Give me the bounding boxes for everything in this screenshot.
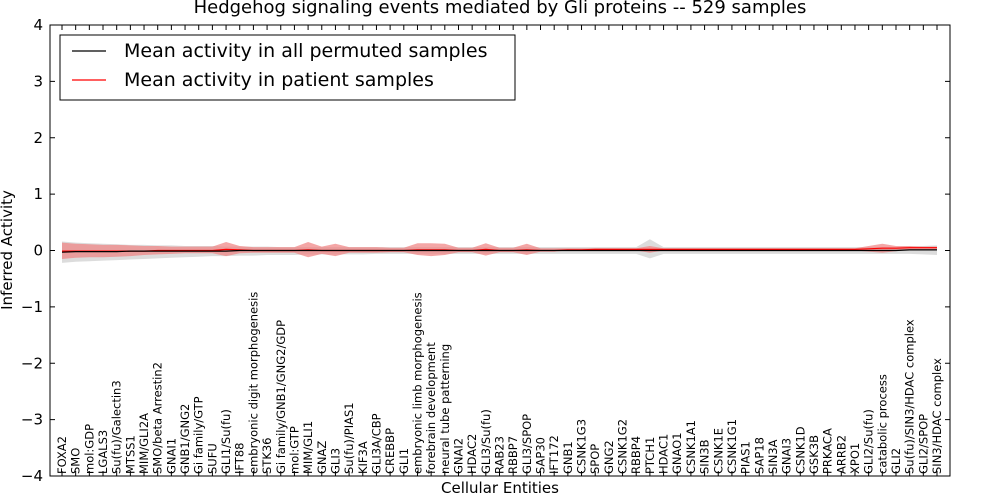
x-category-label: FOXA2 [55,436,69,474]
x-category-label: Gi family/GNB1/GNG2/GDP [274,320,288,474]
x-category-label: forebrain development [424,342,438,474]
x-category-label: SIN3/HDAC complex [930,358,944,474]
legend-label-permuted: Mean activity in all permuted samples [124,40,487,62]
plot-area [61,239,937,263]
x-category-label: CSNK1A1 [684,420,698,474]
x-category-label: RAB23 [493,436,507,474]
chart-title: Hedgehog signaling events mediated by Gl… [194,0,807,18]
x-category-label: GNAI1 [164,438,178,474]
y-tick-label: 3 [33,72,43,90]
legend: Mean activity in all permuted samples Me… [59,34,516,101]
x-category-label: embryonic limb morphogenesis [411,292,425,474]
x-category-label: XPO1 [848,443,862,474]
x-category-label: ARRB2 [834,435,848,474]
x-category-label: PTCH1 [643,437,657,474]
y-axis: 4 3 2 1 0 −1 −2 −3 −4 [21,16,950,485]
x-category-label: IFT172 [547,435,561,474]
x-category-label: HDAC1 [657,434,671,474]
x-category-label: embryonic digit morphogenesis [246,292,260,474]
x-category-label: IFT88 [233,443,247,474]
x-category-label: GLI3/SPOP [520,414,534,474]
x-category-label: CSNK1G3 [575,419,589,474]
x-axis: FOXA2 SMO mol:GDP LGALS3 Su(fu)/Galectin3 MTS… [55,25,944,476]
x-category-label: RBBP7 [506,436,520,474]
x-category-label: CSNK1G2 [616,419,630,474]
y-tick-label: 0 [33,242,43,260]
x-category-label: GNAO1 [670,432,684,474]
legend-label-patient: Mean activity in patient samples [124,69,434,91]
x-category-label: GLI2/SPOP [916,414,930,474]
y-tick-label: 4 [33,16,43,34]
x-category-label: SIN3A [766,439,780,474]
x-category-label: SMO/beta Arrestin2 [151,362,165,474]
x-category-label: Su(fu)/PIAS1 [342,402,356,474]
x-category-label: GNB1/GNG2 [178,404,192,474]
x-category-label: MIM/GLI1 [301,421,315,474]
y-tick-label: −4 [21,467,43,485]
x-category-label: GSK3B [807,435,821,474]
y-tick-label: −3 [21,411,43,429]
x-category-label: GLI1/Su(fu) [219,409,233,474]
y-tick-label: −1 [21,298,43,316]
x-category-label: MIM/GLI2A [137,413,151,474]
x-category-label: CSNK1G1 [725,419,739,474]
x-category-label: PIAS1 [739,441,753,474]
x-category-label: KIF3A [356,441,370,474]
x-category-label: STK36 [260,438,274,475]
x-axis-title: Cellular Entities [441,479,559,497]
x-category-label: PRKACA [821,428,835,474]
legend-box [59,34,516,101]
x-category-label: SAP18 [752,437,766,474]
x-category-label: Gi family/GTP [192,396,206,474]
x-category-label: GLI3 [328,448,342,474]
x-category-label: Su(fu)/SIN3/HDAC complex [903,319,917,474]
x-category-label: CREBBP [383,428,397,474]
x-category-label: mol:GDP [82,424,96,474]
x-category-label: CSNK1E [711,428,725,474]
x-category-label: RBBP4 [629,436,643,474]
x-category-label: SMO [69,448,83,474]
x-category-label: GNAI3 [780,438,794,474]
x-category-label: MTSS1 [123,435,137,474]
x-category-label: GLI2 [889,448,903,474]
x-category-label: GLI2/Su(fu) [862,409,876,474]
x-category-label: HDAC2 [465,434,479,474]
x-category-label: CSNK1D [793,426,807,474]
x-category-label: Su(fu)/Galectin3 [110,380,124,474]
x-category-label: mol:GTP [287,426,301,474]
x-category-label: SIN3B [698,439,712,474]
x-category-label: GNB1 [561,441,575,474]
y-axis-title: Inferred Activity [0,190,16,310]
x-category-label: SUFU [205,443,219,474]
y-tick-label: −2 [21,354,43,372]
x-category-label: catabolic process [875,374,889,474]
x-category-label: GLI3/Su(fu) [479,409,493,474]
x-category-label: GNAI2 [452,438,466,474]
y-tick-label: 2 [33,129,43,147]
x-category-label: neural tube patterning [438,344,452,474]
x-category-label: SAP30 [534,437,548,474]
permuted-mean-line [61,249,937,253]
x-category-label: GNAZ [315,441,329,474]
x-category-label: GLI3A/CBP [370,413,384,474]
y-tick-label: 1 [33,185,43,203]
x-category-label: GLI1 [397,448,411,474]
x-category-label: GNG2 [602,440,616,474]
x-category-label: LGALS3 [96,430,110,474]
x-category-label: SPOP [588,444,602,474]
